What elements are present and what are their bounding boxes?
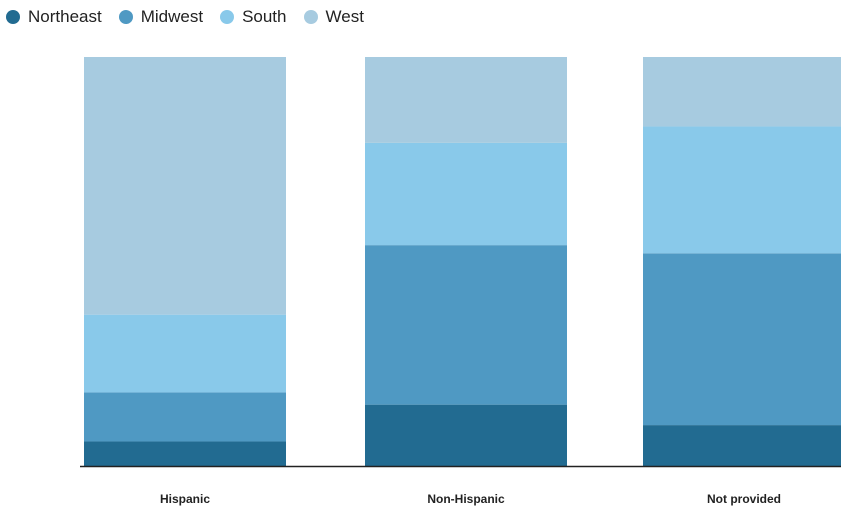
bar-not-provided-west — [643, 57, 841, 127]
legend-swatch-south — [220, 10, 235, 24]
bar-non-hispanic-midwest — [365, 245, 567, 405]
x-tick-label-non-hispanic: Non-Hispanic — [427, 492, 505, 506]
x-tick-label-not-provided: Not provided — [707, 492, 781, 506]
bar-not-provided-south — [643, 126, 841, 254]
legend-item-south: South — [220, 7, 287, 27]
legend-item-northeast: Northeast — [6, 7, 102, 27]
bar-non-hispanic-west — [365, 57, 567, 143]
chart-legend: Northeast Midwest South West — [6, 5, 364, 29]
bar-non-hispanic-northeast — [365, 404, 567, 466]
legend-label-south: South — [242, 7, 287, 26]
legend-item-midwest: Midwest — [118, 7, 204, 27]
legend-item-west: West — [303, 7, 364, 27]
bar-hispanic-northeast — [84, 441, 286, 466]
legend-swatch-midwest — [118, 10, 133, 24]
legend-swatch-northeast — [6, 10, 20, 24]
bar-not-provided-midwest — [643, 253, 841, 426]
bar-hispanic-west — [84, 57, 286, 315]
bar-non-hispanic-south — [365, 142, 567, 246]
bar-hispanic-south — [84, 314, 286, 393]
bar-hispanic-midwest — [84, 392, 286, 442]
legend-label-west: West — [325, 7, 364, 26]
legend-swatch-west — [303, 10, 318, 24]
legend-label-midwest: Midwest — [140, 7, 204, 26]
x-tick-label-hispanic: Hispanic — [160, 492, 210, 506]
bar-not-provided-northeast — [643, 425, 841, 466]
legend-label-northeast: Northeast — [28, 7, 102, 26]
